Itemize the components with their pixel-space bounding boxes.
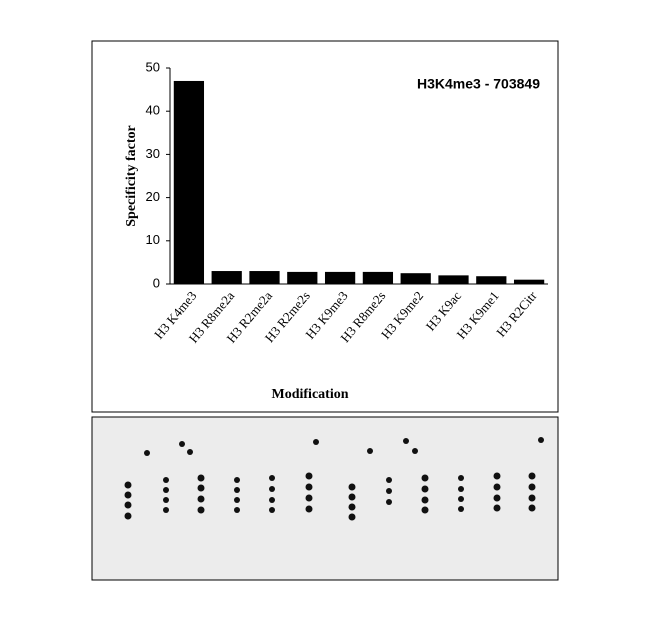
x-axis-label: Modification (272, 387, 349, 402)
bar (173, 80, 205, 285)
bar (513, 279, 545, 284)
blot-frame (91, 416, 559, 581)
y-tick-label: 10 (146, 232, 160, 247)
bar (400, 273, 431, 284)
blot-dots (124, 437, 544, 521)
y-tick-label: 20 (146, 189, 160, 204)
bar (287, 271, 318, 284)
y-tick-label: 30 (146, 146, 160, 161)
chart-frame (91, 40, 559, 413)
bar (362, 271, 394, 284)
y-tick-label: 0 (153, 275, 160, 290)
y-tick-label: 50 (146, 59, 160, 74)
blot-image (91, 416, 559, 581)
bar (324, 271, 356, 284)
y-axis-label: Specificity factor (124, 125, 139, 226)
bar (211, 271, 242, 284)
y-tick-label: 40 (146, 103, 160, 118)
bar (249, 271, 280, 284)
bar (476, 276, 507, 284)
chart-title: H3K4me3 - 703849 (417, 76, 540, 92)
bar (438, 275, 469, 284)
